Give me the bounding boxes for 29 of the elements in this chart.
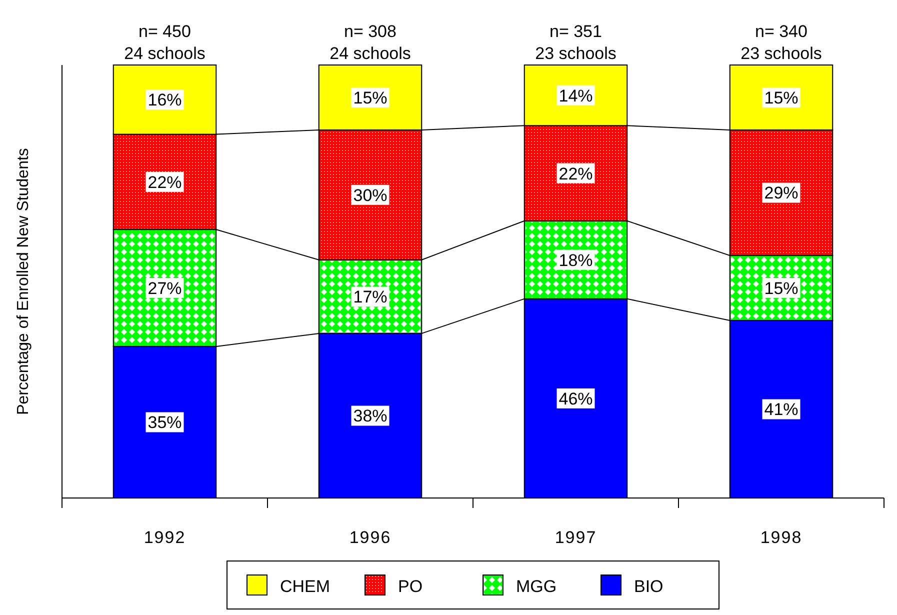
legend-label: CHEM [280,577,330,596]
data-label: 17% [353,288,388,307]
annotation: n= 308 24 schools [330,22,411,63]
data-label: 15% [764,278,798,298]
data-label: 27% [148,278,182,298]
legend-label: MGG [516,577,557,596]
data-label: 30% [353,186,388,205]
x-tick-label: 1997 [554,528,597,547]
x-tick-label: 1998 [760,528,802,547]
y-axis-title: Percentage of Enrolled New Students [15,148,32,415]
data-label: 22% [558,164,593,184]
data-label: 18% [558,250,593,270]
data-label: 46% [558,389,593,408]
data-label: 15% [353,88,388,108]
data-label: 22% [148,172,182,192]
data-label: 15% [764,88,798,108]
data-label: 29% [764,184,798,203]
x-tick-label: 1992 [144,528,186,547]
annotation: n= 351 23 schools [535,22,616,63]
data-label: 38% [353,406,388,426]
legend-label: PO [398,577,423,596]
data-label: 16% [148,90,182,110]
data-label: 35% [148,413,182,432]
data-label: 14% [558,86,593,106]
data-label: 41% [764,400,798,420]
annotation: n= 450 24 schools [124,22,206,63]
legend-label: BIO [634,577,664,596]
x-tick-label: 1996 [349,528,392,547]
annotation: n= 340 23 schools [740,22,822,63]
